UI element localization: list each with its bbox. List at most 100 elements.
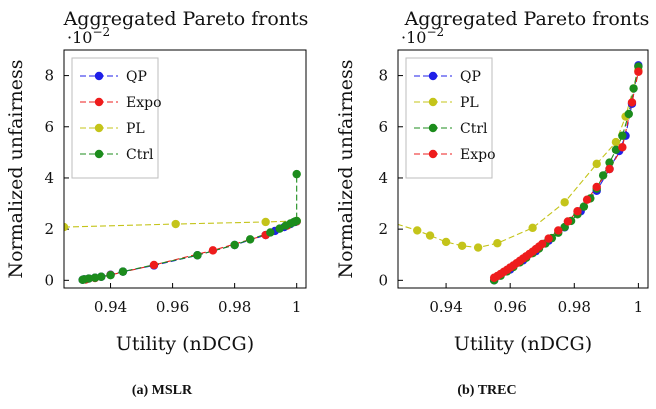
- data-point-pl: [441, 237, 451, 247]
- data-point-ctrl: [618, 131, 627, 140]
- legend-marker-expo: [428, 149, 438, 159]
- data-point-expo: [605, 164, 614, 174]
- data-point-expo: [563, 217, 573, 226]
- legend: QP PL Ctrl Expo: [405, 57, 496, 179]
- data-point-expo: [538, 239, 547, 249]
- legend-marker-expo: [94, 97, 104, 107]
- y-multiplier-exponent: −2: [426, 25, 444, 39]
- series-line-qp: [493, 65, 639, 281]
- x-tick-label: 0.98: [558, 298, 591, 316]
- data-point-pl: [457, 241, 467, 250]
- data-point-ctrl: [292, 169, 301, 179]
- legend-marker-ctrl: [94, 149, 104, 159]
- legend-marker-qp: [94, 71, 104, 81]
- data-point-ctrl: [118, 267, 128, 276]
- data-point-expo: [149, 260, 159, 270]
- plot-area: [398, 61, 643, 285]
- data-point-ctrl: [193, 251, 202, 260]
- y-tick-label: 6: [44, 118, 54, 136]
- legend-label-expo: Expo: [460, 147, 496, 163]
- x-tick-label: 1: [292, 298, 302, 316]
- data-point-pl: [611, 137, 621, 147]
- y-tick-label: 6: [378, 118, 388, 136]
- chart-panel-trec: Aggregated Pareto fronts·10−2 0 2 4 6 8 0.94 0.…: [335, 8, 649, 398]
- legend-marker-qp: [428, 71, 438, 81]
- data-point-expo: [618, 143, 627, 152]
- x-tick-label: 0.96: [493, 298, 526, 316]
- data-point-expo: [592, 182, 601, 192]
- y-multiplier: ·10−2: [401, 25, 444, 47]
- y-tick-label: 2: [378, 220, 388, 238]
- y-tick-label: 2: [44, 220, 54, 238]
- data-point-pl: [425, 231, 435, 240]
- data-point-pl: [493, 239, 502, 248]
- data-point-ctrl: [598, 171, 608, 180]
- x-tick-label: 0.98: [218, 298, 251, 316]
- data-point-ctrl: [292, 216, 301, 226]
- data-point-pl: [413, 226, 422, 235]
- legend-box: [405, 57, 493, 179]
- data-point-ctrl: [97, 272, 106, 281]
- legend-label-pl: PL: [460, 95, 479, 111]
- x-tick-label: 0.94: [94, 298, 127, 316]
- y-tick-label: 4: [44, 169, 54, 187]
- data-point-expo: [554, 226, 563, 235]
- data-point-expo: [544, 234, 553, 243]
- chart-title: Aggregated Pareto fronts: [63, 8, 309, 30]
- chart-panel-mslr: Aggregated Pareto fronts·10−2 0 2 4 6 8 0.94 0.…: [5, 8, 308, 398]
- data-point-ctrl: [90, 273, 100, 282]
- y-tick-label: 8: [44, 67, 54, 85]
- x-axis-label: Utility (nDCG): [454, 333, 592, 355]
- legend-label-qp: QP: [126, 69, 147, 85]
- series-line-ctrl: [82, 174, 298, 281]
- subfigure-caption: (b) TREC: [457, 383, 516, 398]
- y-tick-label: 0: [44, 271, 54, 289]
- data-point-expo: [573, 207, 582, 216]
- series-line-ctrl: [493, 66, 639, 281]
- legend-box: [71, 57, 159, 179]
- data-point-ctrl: [605, 158, 614, 167]
- data-point-ctrl: [106, 271, 115, 280]
- legend-marker-ctrl: [428, 123, 438, 133]
- y-multiplier: ·10−2: [67, 25, 110, 47]
- legend-marker-pl: [428, 97, 438, 107]
- data-point-ctrl: [266, 228, 275, 237]
- legend-label-expo: Expo: [126, 95, 162, 111]
- series-line-pl: [64, 220, 297, 228]
- plot-area: [64, 169, 301, 285]
- subfigure-caption: (a) MSLR: [132, 383, 193, 398]
- data-point-expo: [208, 246, 218, 255]
- data-point-expo: [582, 195, 592, 204]
- data-point-expo: [627, 98, 637, 107]
- x-tick-label: 0.96: [156, 298, 189, 316]
- data-point-ctrl: [275, 224, 284, 233]
- chart-title: Aggregated Pareto fronts: [404, 8, 650, 30]
- data-point-ctrl: [245, 235, 255, 244]
- series-line-expo: [493, 71, 639, 279]
- data-point-pl: [560, 198, 569, 207]
- legend-label-ctrl: Ctrl: [126, 147, 154, 163]
- data-point-pl: [261, 217, 270, 227]
- data-point-expo: [634, 67, 643, 76]
- data-point-pl: [64, 222, 69, 232]
- axis-frame: [63, 49, 307, 289]
- data-point-ctrl: [230, 240, 239, 250]
- x-tick-label: 1: [634, 298, 644, 316]
- data-point-pl: [473, 243, 483, 252]
- legend: QP Expo PL Ctrl: [71, 57, 162, 179]
- legend-label-pl: PL: [126, 121, 145, 137]
- data-point-ctrl: [84, 274, 94, 283]
- axis-frame: [397, 49, 649, 289]
- series-line-expo: [85, 220, 297, 281]
- y-axis-label: Normalized unfairness: [5, 59, 27, 278]
- series-line-qp: [82, 220, 297, 281]
- x-tick-label: 0.94: [429, 298, 462, 316]
- data-point-pl: [528, 223, 537, 233]
- y-tick-label: 8: [378, 67, 388, 85]
- data-point-pl: [171, 219, 180, 229]
- legend-label-ctrl: Ctrl: [460, 121, 488, 137]
- y-multiplier-exponent: −2: [92, 25, 110, 39]
- legend-label-qp: QP: [460, 69, 481, 85]
